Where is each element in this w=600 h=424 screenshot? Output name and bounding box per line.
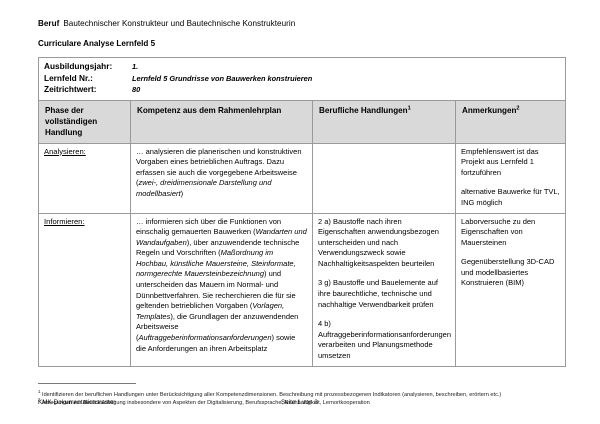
meta-value-ausbildungsjahr: 1. [132,62,139,71]
beruf-line: Beruf Bautechnischer Konstrukteur und Bau… [38,18,565,30]
handlung-paragraph: 4 b) Auftraggeberinformationsanforderung… [318,319,452,361]
meta-value-zeitrichtwert: 80 [132,85,141,94]
row-kompetenz-cell: … analysieren die planerischen und konst… [130,142,313,214]
footnote-1-marker: 1 [38,388,41,394]
anmerkung-paragraph: Gegenüberstellung 3D-CAD und modellbasie… [461,257,555,288]
meta-row: Ausbildungsjahr: 1. Lernfeld Nr.: Lernfe… [38,57,566,101]
beruf-value: Bautechnischer Konstrukteur und Bautechn… [63,19,296,28]
meta-line-lernfeld-nr: Lernfeld Nr.: Lernfeld 5 Grundrisse von … [44,73,560,85]
anmerkung-paragraph: Empfehlenswert ist das Projekt aus Lernf… [461,146,539,177]
footnote-marker-2: 2 [516,104,520,111]
column-header-phase: Phase der vollständigen Handlung [38,99,131,144]
footer-source: KMK-Dokumentationsraster [38,399,116,406]
meta-key-ausbildungsjahr: Ausbildungsjahr: [44,61,113,71]
document-body: Beruf Bautechnischer Konstrukteur und Bau… [38,18,566,408]
footnote-marker-1: 1 [407,104,411,111]
anmerkung-paragraph: alternative Bauwerke für TVL, ING möglic… [461,187,560,207]
anmerkung-paragraph: Laborversuche zu den Eigenschaften von M… [461,216,536,247]
row-anmerkungen-cell: Laborversuche zu den Eigenschaften von M… [455,212,566,367]
footnote-1-text: Identifizieren der beruflichen Handlunge… [42,391,502,398]
row-anmerkungen-cell: Empfehlenswert ist das Projekt aus Lernf… [455,142,566,214]
table-row: Informieren: … informieren sich über die… [38,212,566,367]
footnote-2-marker: 2 [38,397,41,403]
column-header-anmerkungen-label: Anmerkungen [462,105,517,115]
column-header-anmerkungen: Anmerkungen2 [455,99,566,144]
phase-label-analysieren: Analysieren: [44,146,86,156]
phase-label-informieren: Informieren: [44,216,85,226]
kompetenz-paragraph: … informieren sich über die Funktionen v… [136,216,307,353]
table-row: Analysieren: … analysieren die planerisc… [38,142,566,214]
meta-line-ausbildungsjahr: Ausbildungsjahr: 1. [44,61,560,73]
footnote-2: 2 Anregungen zur Berücksichtigung insbes… [38,397,565,407]
footnotes: 1 Identifizieren der beruflichen Handlun… [38,388,565,408]
handlung-paragraph: 2 a) Baustoffe nach ihren Eigenschaften … [318,216,439,268]
column-header-handlungen-label: Berufliche Handlungen [319,105,408,115]
footer-page-number: Seite 1 von 3 [281,399,318,406]
row-kompetenz-cell: … informieren sich über die Funktionen v… [130,212,313,367]
footnote-1: 1 Identifizieren der beruflichen Handlun… [38,388,565,399]
handlung-paragraph: 3 g) Baustoffe und Bauelemente auf ihre … [318,278,438,309]
page-title: Curriculare Analyse Lernfeld 5 [38,39,156,48]
kompetenz-paragraph: … analysieren die planerischen und konst… [136,146,302,198]
row-phase-cell: Analysieren: [38,142,131,214]
table-header-row: Phase der vollständigen Handlung Kompete… [38,99,566,144]
row-handlungen-cell [312,142,456,214]
row-handlungen-cell: 2 a) Baustoffe nach ihren Eigenschaften … [312,212,456,367]
curricular-analysis-table: Ausbildungsjahr: 1. Lernfeld Nr.: Lernfe… [38,57,566,367]
meta-key-zeitrichtwert: Zeitrichtwert: [44,84,97,94]
footnote-2-text: Anregungen zur Berücksichtigung insbeson… [41,400,370,407]
meta-key-lernfeld-nr: Lernfeld Nr.: [44,72,93,83]
row-phase-cell: Informieren: [38,212,131,367]
meta-line-zeitrichtwert: Zeitrichtwert: 80 [44,84,560,96]
meta-block: Ausbildungsjahr: 1. Lernfeld Nr.: Lernfe… [38,57,566,101]
column-header-handlungen: Berufliche Handlungen1 [312,99,456,144]
meta-value-lernfeld-nr: Lernfeld 5 Grundrisse von Bauwerken kons… [132,73,313,83]
column-header-kompetenz: Kompetenz aus dem Rahmenlehrplan [130,99,313,144]
beruf-label: Beruf [38,19,60,28]
footnote-separator [38,382,136,384]
